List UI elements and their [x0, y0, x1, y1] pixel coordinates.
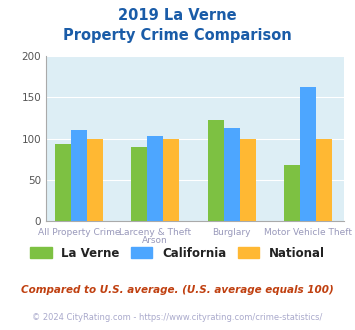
Text: Burglary: Burglary	[212, 228, 251, 237]
Bar	[300, 86, 316, 221]
Bar	[163, 139, 179, 221]
Bar	[55, 144, 71, 221]
Legend: La Verne, California, National: La Verne, California, National	[26, 242, 329, 264]
Text: All Property Crime: All Property Crime	[38, 228, 120, 237]
Bar	[284, 165, 300, 221]
Bar	[240, 139, 256, 221]
Bar	[208, 120, 224, 221]
Bar	[224, 128, 240, 221]
Bar	[147, 136, 163, 221]
Bar	[131, 147, 147, 221]
Text: Motor Vehicle Theft: Motor Vehicle Theft	[264, 228, 352, 237]
Text: Arson: Arson	[142, 236, 168, 245]
Bar	[87, 139, 103, 221]
Text: Larceny & Theft: Larceny & Theft	[119, 228, 191, 237]
Bar	[316, 139, 332, 221]
Text: © 2024 CityRating.com - https://www.cityrating.com/crime-statistics/: © 2024 CityRating.com - https://www.city…	[32, 313, 323, 322]
Text: Property Crime Comparison: Property Crime Comparison	[63, 28, 292, 43]
Text: Compared to U.S. average. (U.S. average equals 100): Compared to U.S. average. (U.S. average …	[21, 285, 334, 295]
Text: 2019 La Verne: 2019 La Verne	[118, 8, 237, 23]
Bar	[71, 130, 87, 221]
